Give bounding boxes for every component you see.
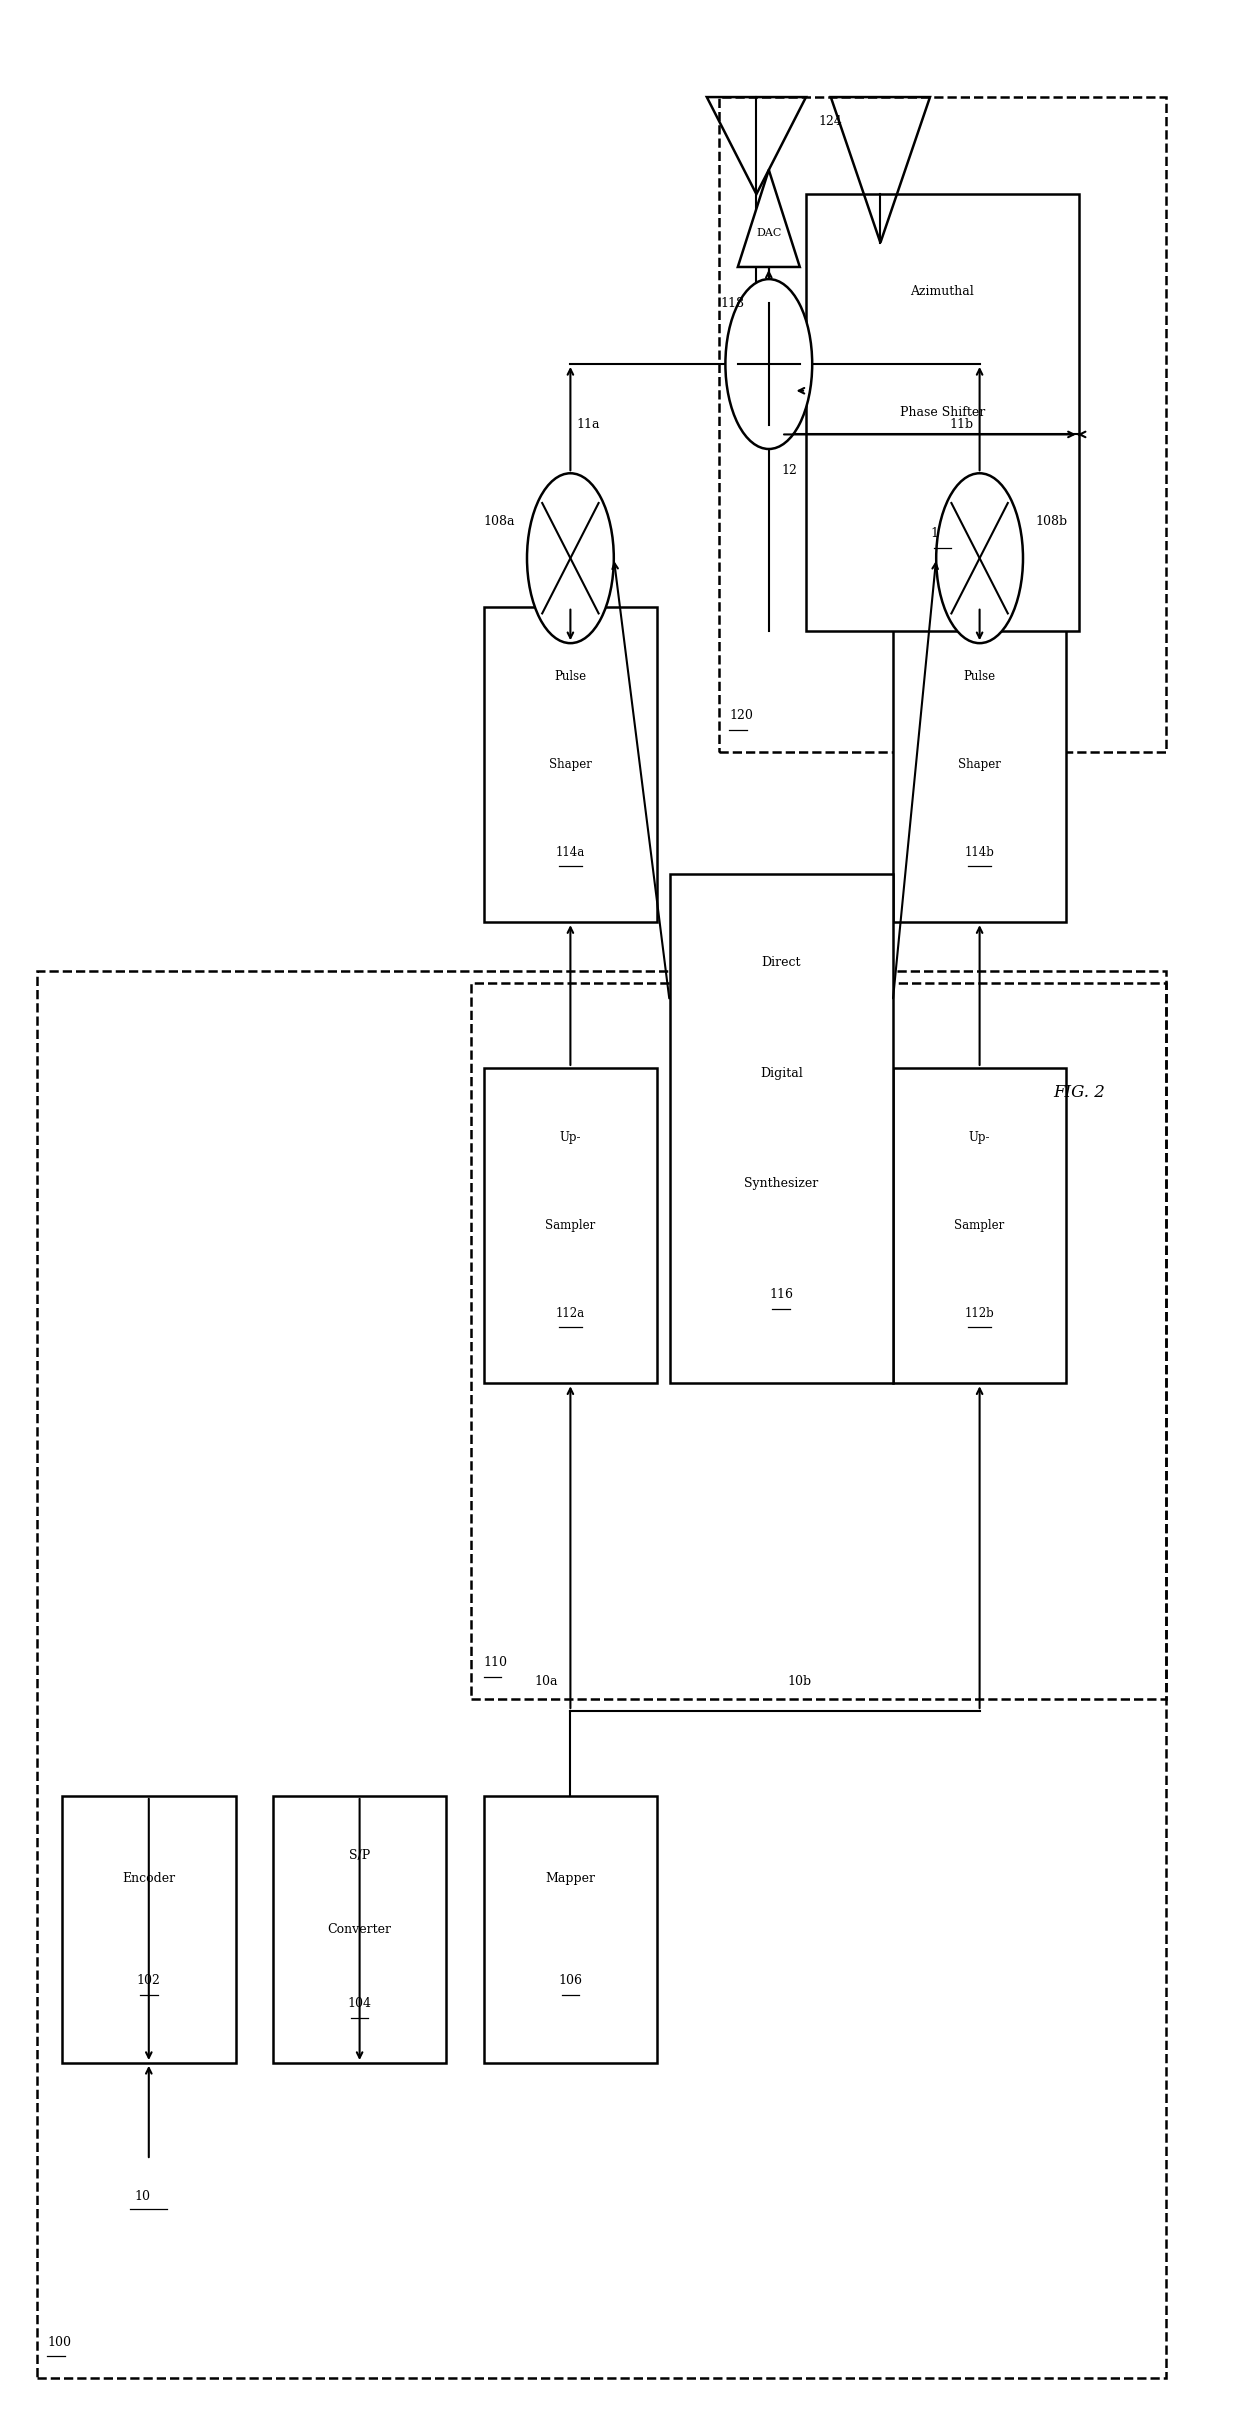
Text: Up-: Up- xyxy=(559,1131,582,1146)
Text: 11a: 11a xyxy=(577,417,600,432)
Bar xyxy=(893,607,1066,922)
Text: Shaper: Shaper xyxy=(959,757,1001,772)
Circle shape xyxy=(527,473,614,643)
Circle shape xyxy=(725,279,812,449)
Text: 118: 118 xyxy=(720,296,744,311)
Text: S/P: S/P xyxy=(348,1849,371,1862)
Text: Sampler: Sampler xyxy=(546,1218,595,1233)
Bar xyxy=(484,1796,657,2063)
Text: Pulse: Pulse xyxy=(963,670,996,684)
Text: Synthesizer: Synthesizer xyxy=(744,1177,818,1192)
Bar xyxy=(62,1796,236,2063)
Text: Pulse: Pulse xyxy=(554,670,587,684)
Bar xyxy=(37,971,1166,2378)
Text: 10a: 10a xyxy=(534,1675,558,1689)
Text: 122: 122 xyxy=(930,527,955,541)
Text: 102: 102 xyxy=(136,1973,161,1988)
Text: 106: 106 xyxy=(558,1973,583,1988)
Text: DAC: DAC xyxy=(756,228,781,238)
Text: 112a: 112a xyxy=(556,1306,585,1320)
Text: Phase Shifter: Phase Shifter xyxy=(900,405,985,420)
Text: 124: 124 xyxy=(818,114,842,129)
Text: FIG. 2: FIG. 2 xyxy=(1053,1082,1105,1102)
Text: 104: 104 xyxy=(347,1997,372,2010)
Bar xyxy=(893,1068,1066,1383)
Bar xyxy=(670,874,893,1383)
Bar xyxy=(484,607,657,922)
Text: 112b: 112b xyxy=(965,1306,994,1320)
Bar xyxy=(484,1068,657,1383)
Bar xyxy=(806,194,1079,631)
Text: 120: 120 xyxy=(729,709,753,723)
Text: Azimuthal: Azimuthal xyxy=(910,284,975,299)
Circle shape xyxy=(936,473,1023,643)
Text: Shaper: Shaper xyxy=(549,757,591,772)
Text: 114b: 114b xyxy=(965,845,994,859)
Text: 10: 10 xyxy=(135,2189,150,2204)
Text: Digital: Digital xyxy=(760,1065,802,1080)
Text: Mapper: Mapper xyxy=(546,1871,595,1886)
Text: 10b: 10b xyxy=(787,1675,811,1689)
Text: 100: 100 xyxy=(47,2335,71,2349)
Text: 11b: 11b xyxy=(950,417,973,432)
Text: 110: 110 xyxy=(484,1655,507,1670)
Text: Encoder: Encoder xyxy=(123,1871,175,1886)
Text: 12: 12 xyxy=(781,464,797,478)
Text: Up-: Up- xyxy=(968,1131,991,1146)
Text: 116: 116 xyxy=(769,1289,794,1301)
Text: 114a: 114a xyxy=(556,845,585,859)
Text: 108a: 108a xyxy=(484,515,515,529)
Text: Converter: Converter xyxy=(327,1922,392,1937)
Bar xyxy=(471,983,1166,1699)
Polygon shape xyxy=(738,170,800,267)
Text: 108b: 108b xyxy=(1035,515,1068,529)
Bar xyxy=(273,1796,446,2063)
Text: Sampler: Sampler xyxy=(955,1218,1004,1233)
Bar xyxy=(719,97,1166,752)
Text: Direct: Direct xyxy=(761,956,801,968)
